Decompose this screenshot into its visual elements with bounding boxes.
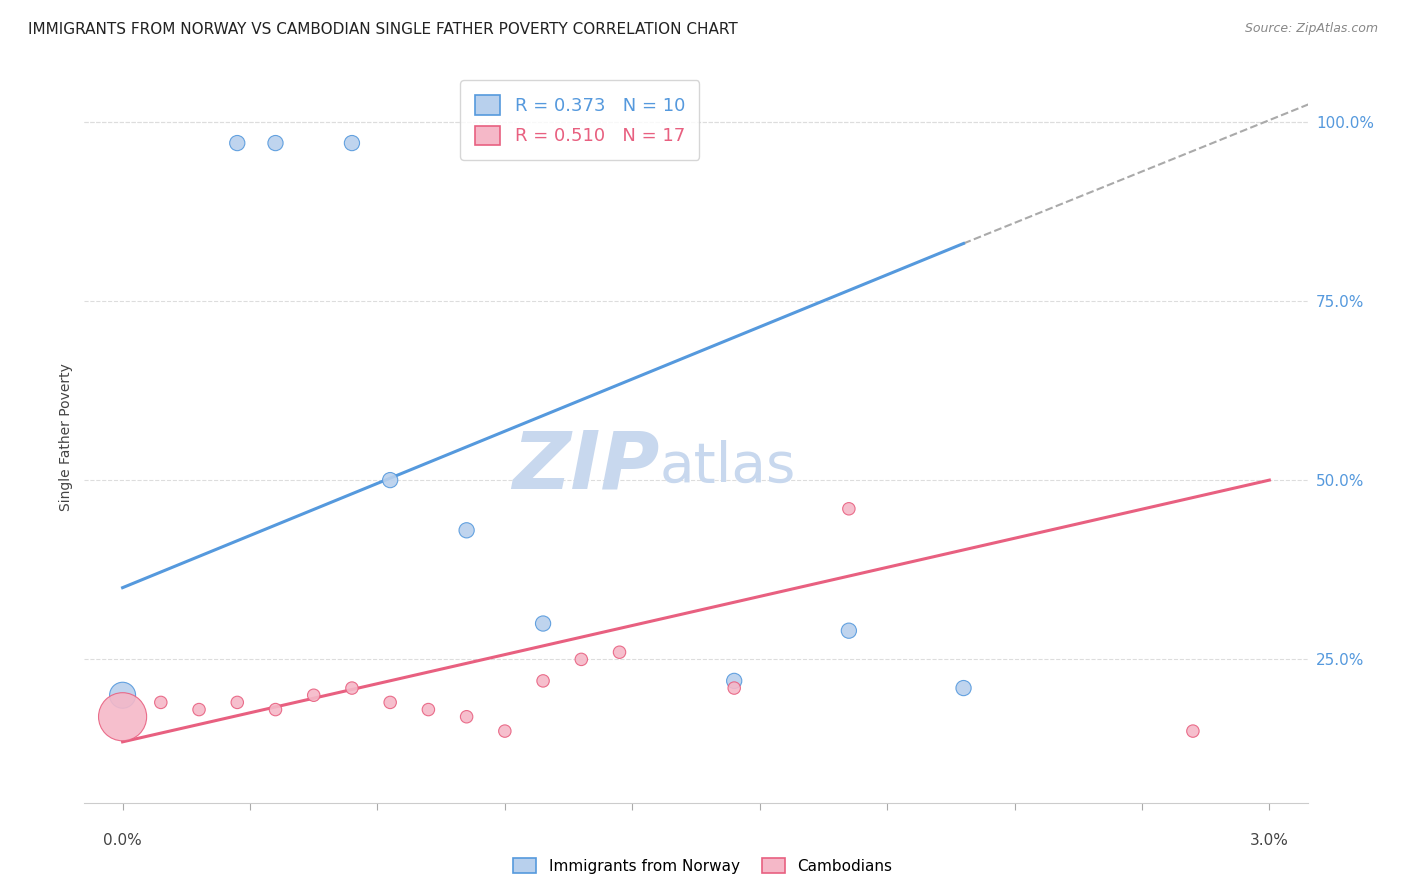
Point xyxy=(1181,724,1204,739)
Legend: R = 0.373   N = 10, R = 0.510   N = 17: R = 0.373 N = 10, R = 0.510 N = 17 xyxy=(460,80,699,160)
Point xyxy=(226,136,249,150)
Point xyxy=(340,136,363,150)
Point xyxy=(380,473,402,487)
Point xyxy=(380,695,402,709)
Point xyxy=(609,645,631,659)
Legend: Immigrants from Norway, Cambodians: Immigrants from Norway, Cambodians xyxy=(508,852,898,880)
Point xyxy=(531,616,554,631)
Point xyxy=(569,652,592,666)
Point xyxy=(838,624,860,638)
Point xyxy=(531,673,554,688)
Text: 3.0%: 3.0% xyxy=(1250,833,1289,848)
Point xyxy=(494,724,516,739)
Text: ZIP: ZIP xyxy=(512,427,659,506)
Point xyxy=(111,710,134,724)
Point xyxy=(111,688,134,702)
Point xyxy=(952,681,974,695)
Point xyxy=(188,702,211,716)
Point xyxy=(264,702,287,716)
Text: 0.0%: 0.0% xyxy=(103,833,142,848)
Point xyxy=(456,524,478,538)
Point xyxy=(264,136,287,150)
Point xyxy=(723,673,745,688)
Text: atlas: atlas xyxy=(659,440,796,493)
Point xyxy=(838,501,860,516)
Point xyxy=(456,710,478,724)
Y-axis label: Single Father Poverty: Single Father Poverty xyxy=(59,363,73,511)
Point xyxy=(723,681,745,695)
Point xyxy=(418,702,440,716)
Text: IMMIGRANTS FROM NORWAY VS CAMBODIAN SINGLE FATHER POVERTY CORRELATION CHART: IMMIGRANTS FROM NORWAY VS CAMBODIAN SING… xyxy=(28,22,738,37)
Point xyxy=(149,695,172,709)
Point xyxy=(302,688,325,702)
Point xyxy=(340,681,363,695)
Text: Source: ZipAtlas.com: Source: ZipAtlas.com xyxy=(1244,22,1378,36)
Point xyxy=(226,695,249,709)
